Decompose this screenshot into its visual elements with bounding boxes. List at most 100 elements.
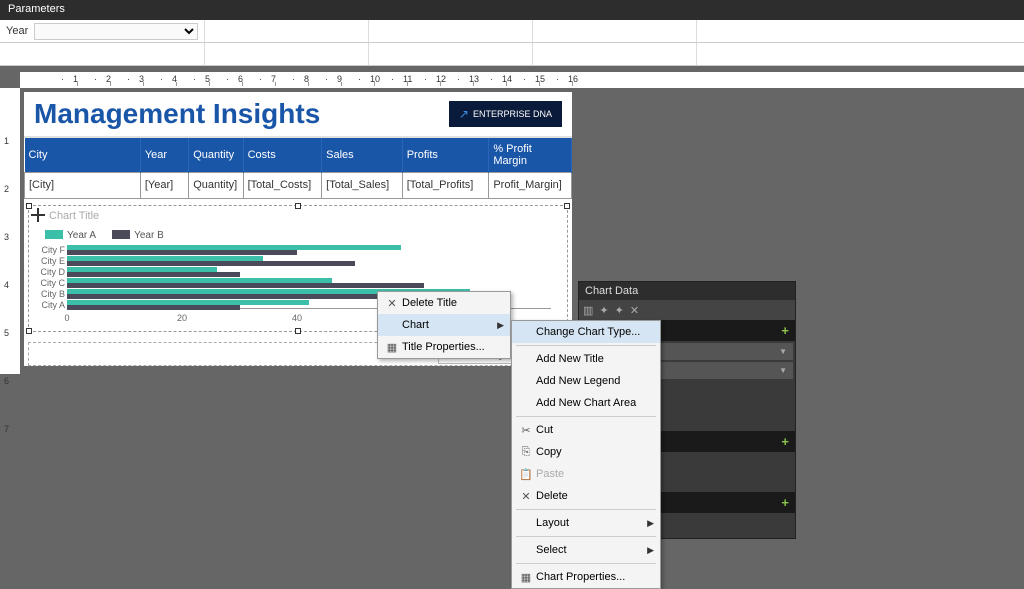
col-header[interactable]: Sales xyxy=(322,138,403,172)
menu-icon: ✕ xyxy=(516,490,536,503)
toolbar-icon-3[interactable]: ✦ xyxy=(615,304,624,317)
logo-icon: ↗ xyxy=(459,107,469,121)
col-header[interactable]: City xyxy=(25,138,141,172)
param-cell-3[interactable] xyxy=(369,20,533,42)
menu-label: Layout xyxy=(536,517,569,529)
table-cell[interactable]: [Total_Sales] xyxy=(322,172,403,198)
menu-item[interactable]: ▦Title Properties... xyxy=(378,336,510,358)
parameters-title: Parameters xyxy=(8,3,65,15)
toolbar-icon-2[interactable]: ✦ xyxy=(599,304,608,317)
chart-data-panel-title[interactable]: Chart Data xyxy=(579,282,795,300)
menu-item[interactable]: ✕Delete Title xyxy=(378,292,510,314)
param-cell-b1[interactable] xyxy=(0,43,205,65)
bar-series-b[interactable] xyxy=(67,272,240,277)
resize-handle-sw[interactable] xyxy=(26,328,32,334)
menu-icon: ✂ xyxy=(516,424,536,437)
table-cell[interactable]: Profit_Margin] xyxy=(489,172,572,198)
resize-handle-ne[interactable] xyxy=(564,203,570,209)
add-icon-3[interactable]: + xyxy=(781,495,789,510)
bar-series-b[interactable] xyxy=(67,283,424,288)
param-cell-b3[interactable] xyxy=(369,43,533,65)
menu-label: Paste xyxy=(536,468,564,480)
menu-icon: ▦ xyxy=(516,571,536,584)
menu-item[interactable]: Change Chart Type... xyxy=(512,321,660,343)
col-header[interactable]: Profits xyxy=(402,138,489,172)
menu-item[interactable]: Add New Chart Area xyxy=(512,392,660,414)
report-title[interactable]: Management Insights xyxy=(34,98,449,130)
add-value-icon[interactable]: + xyxy=(781,323,789,338)
chart-data-toolbar[interactable]: ▥ ✦ ✦ ✕ xyxy=(579,300,795,320)
menu-item[interactable]: Layout▶ xyxy=(512,512,660,534)
category-label: City A xyxy=(37,300,65,310)
col-header[interactable]: % Profit Margin xyxy=(489,138,572,172)
menu-item[interactable]: ▦Chart Properties... xyxy=(512,566,660,588)
menu-label: Title Properties... xyxy=(402,341,485,353)
menu-label: Chart xyxy=(402,319,429,331)
table-cell[interactable]: Quantity] xyxy=(189,172,243,198)
bar-series-b[interactable] xyxy=(67,250,297,255)
param-year-cell: Year xyxy=(0,20,205,42)
logo-text: ENTERPRISE DNA xyxy=(473,109,552,119)
table-cell[interactable]: [Year] xyxy=(140,172,188,198)
legend-item[interactable]: Year A xyxy=(45,230,96,241)
menu-label: Select xyxy=(536,544,567,556)
menu-label: Add New Legend xyxy=(536,375,620,387)
category-label: City E xyxy=(37,256,65,266)
toolbar-icon-1[interactable]: ▥ xyxy=(583,304,593,317)
menu-item[interactable]: Select ▶ xyxy=(512,539,660,561)
menu-item[interactable]: Chart ▶ xyxy=(378,314,510,336)
chart-legend[interactable]: Year A Year B xyxy=(45,230,561,241)
category-label: City F xyxy=(37,245,65,255)
x-tick-label: 0 xyxy=(64,313,69,323)
menu-item[interactable]: ⎘Copy xyxy=(512,441,660,463)
x-tick-label: 20 xyxy=(177,313,187,323)
bar-series-b[interactable] xyxy=(67,261,355,266)
menu-label: Change Chart Type... xyxy=(536,326,640,338)
col-header[interactable]: Costs xyxy=(243,138,322,172)
menu-label: Add New Chart Area xyxy=(536,397,636,409)
menu-item[interactable]: ✂Cut xyxy=(512,419,660,441)
menu-icon: ⎘ xyxy=(516,446,536,459)
dropdown-icon[interactable]: ▼ xyxy=(779,347,787,356)
menu-label: Delete Title xyxy=(402,297,457,309)
submenu-arrow-icon: ▶ xyxy=(497,320,504,331)
menu-label: Cut xyxy=(536,424,553,436)
report-table[interactable]: CityYearQuantityCostsSalesProfits% Profi… xyxy=(24,138,572,199)
bar-series-b[interactable] xyxy=(67,305,240,310)
chart-title-placeholder[interactable]: Chart Title xyxy=(49,210,561,222)
param-cell-b4[interactable] xyxy=(533,43,697,65)
param-year-select[interactable] xyxy=(34,23,198,40)
parameters-header: Parameters xyxy=(0,0,1024,20)
param-year-label: Year xyxy=(6,25,28,37)
context-menu-title[interactable]: ✕Delete Title Chart ▶ ▦Title Properties... xyxy=(377,291,511,359)
resize-handle-s[interactable] xyxy=(295,328,301,334)
table-cell[interactable]: [Total_Costs] xyxy=(243,172,322,198)
table-cell[interactable]: [City] xyxy=(25,172,141,198)
param-cell-2[interactable] xyxy=(205,20,369,42)
report-header: Management Insights ↗ ENTERPRISE DNA xyxy=(24,92,572,138)
context-menu-chart[interactable]: Change Chart Type... Add New Title Add New… xyxy=(511,320,661,589)
toolbar-icon-close[interactable]: ✕ xyxy=(630,304,639,317)
param-cell-b2[interactable] xyxy=(205,43,369,65)
ruler-vertical: 1234567 xyxy=(0,88,20,374)
move-handle-icon[interactable] xyxy=(31,208,45,222)
col-header[interactable]: Quantity xyxy=(189,138,243,172)
table-cell[interactable]: [Total_Profits] xyxy=(402,172,489,198)
menu-item[interactable]: ✕Delete xyxy=(512,485,660,507)
dropdown-icon[interactable]: ▼ xyxy=(779,366,787,375)
x-tick-label: 40 xyxy=(292,313,302,323)
menu-item[interactable]: Add New Legend xyxy=(512,370,660,392)
col-header[interactable]: Year xyxy=(140,138,188,172)
logo-badge: ↗ ENTERPRISE DNA xyxy=(449,101,562,127)
add-group-icon[interactable]: + xyxy=(781,434,789,449)
param-cell-4[interactable] xyxy=(533,20,697,42)
resize-handle-nw[interactable] xyxy=(26,203,32,209)
menu-label: Delete xyxy=(536,490,568,502)
menu-label: Chart Properties... xyxy=(536,571,625,583)
resize-handle-n[interactable] xyxy=(295,203,301,209)
category-label: City C xyxy=(37,278,65,288)
bar-series-b[interactable] xyxy=(67,294,412,299)
menu-item[interactable]: Add New Title xyxy=(512,348,660,370)
submenu-arrow-icon: ▶ xyxy=(647,545,654,556)
legend-item[interactable]: Year B xyxy=(112,230,164,241)
